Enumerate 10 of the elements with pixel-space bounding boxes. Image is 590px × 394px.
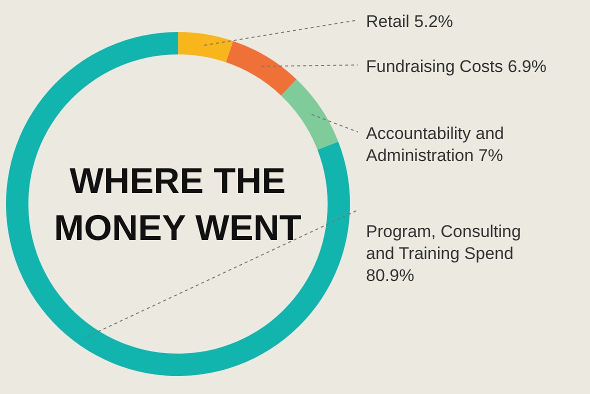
slice-label: Retail 5.2% <box>366 12 453 31</box>
donut-slice <box>178 32 234 62</box>
text: WHERE THE MONEY WENT <box>54 160 302 248</box>
donut-slice <box>226 41 297 96</box>
donut-slice <box>6 32 350 376</box>
slice-label: Program, Consulting and Training Spend <box>366 222 521 264</box>
donut-slice <box>281 79 338 150</box>
slice-label: Accountability and Administration 7% <box>366 124 504 166</box>
slice-label: Fundraising Costs 6.9% <box>366 57 546 76</box>
data-label: 80.9% <box>366 266 414 286</box>
